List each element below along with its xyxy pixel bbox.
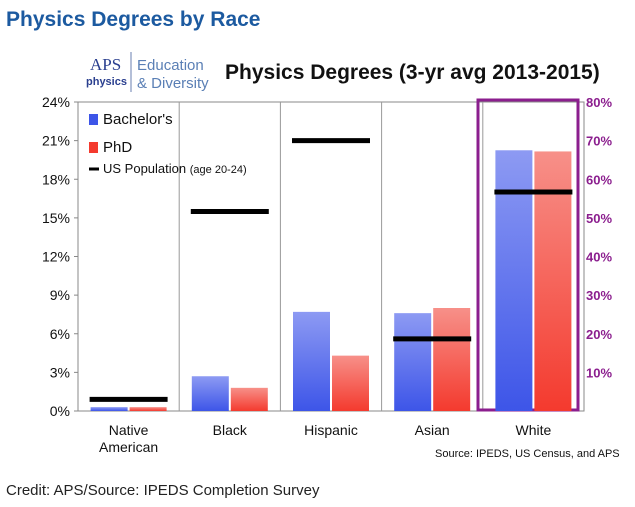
right-tick-label: 10% bbox=[586, 365, 612, 380]
legend-population-name: US Population bbox=[103, 161, 186, 176]
bar-bachelor-s-black bbox=[191, 376, 229, 411]
source-text: Source: IPEDS, US Census, and APS bbox=[435, 448, 620, 460]
bar-bachelor-s-asian bbox=[394, 313, 432, 411]
bar-phd-hispanic bbox=[332, 355, 369, 411]
logo-physics-text: physics bbox=[86, 76, 127, 88]
left-tick-label: 24% bbox=[42, 94, 70, 110]
right-axis-ticks: 10% 20% 30% 40% 50% 60% 70% 80% bbox=[586, 95, 612, 380]
legend-swatch-phd bbox=[89, 142, 98, 153]
logo-education-text: Education bbox=[137, 57, 204, 74]
left-axis-ticks: 0% 3% 6% 9% 12% 15% 18% 21% 24% bbox=[42, 94, 78, 419]
legend-population-suffix: (age 20-24) bbox=[190, 164, 247, 176]
chart: APS physics Education & Diversity Physic… bbox=[42, 52, 620, 460]
chart-title: Physics Degrees (3-yr avg 2013-2015) bbox=[225, 61, 600, 84]
right-tick-label: 80% bbox=[586, 95, 612, 110]
left-tick-label: 9% bbox=[50, 287, 70, 303]
left-tick-label: 0% bbox=[50, 403, 70, 419]
right-tick-label: 50% bbox=[586, 211, 612, 226]
left-tick-label: 6% bbox=[50, 326, 70, 342]
left-tick-label: 15% bbox=[42, 210, 70, 226]
population-lines bbox=[89, 138, 573, 402]
left-tick-label: 12% bbox=[42, 249, 70, 265]
x-tick-label-white: White bbox=[516, 422, 552, 438]
bar-phd-black bbox=[230, 387, 268, 411]
legend-label-population: US Population (age 20-24) bbox=[103, 161, 247, 176]
bar-phd-native-american bbox=[129, 407, 167, 411]
aps-logo: APS physics Education & Diversity bbox=[86, 52, 209, 92]
credit-line: Credit: APS/Source: IPEDS Completion Sur… bbox=[6, 482, 320, 499]
logo-aps-text: APS bbox=[90, 55, 121, 74]
right-tick-label: 20% bbox=[586, 327, 612, 342]
left-tick-label: 21% bbox=[42, 133, 70, 149]
bar-phd-asian bbox=[433, 308, 471, 411]
legend-label-phd: PhD bbox=[103, 139, 132, 156]
x-tick-label-black: Black bbox=[213, 422, 248, 438]
legend-label-bachelors: Bachelor's bbox=[103, 111, 173, 128]
bar-phd-white bbox=[534, 151, 572, 411]
bar-bachelor-s-hispanic bbox=[293, 311, 330, 411]
x-tick-label-native-american: American bbox=[99, 439, 158, 455]
legend-swatch-bachelors bbox=[89, 114, 98, 125]
x-tick-label-hispanic: Hispanic bbox=[304, 422, 358, 438]
logo-diversity-text: & Diversity bbox=[137, 75, 209, 92]
bar-bachelor-s-native-american bbox=[90, 407, 128, 411]
right-tick-label: 70% bbox=[586, 134, 612, 149]
category-dividers bbox=[178, 102, 484, 411]
right-tick-label: 60% bbox=[586, 172, 612, 187]
x-tick-label-asian: Asian bbox=[415, 422, 450, 438]
legend: Bachelor's PhD US Population (age 20-24) bbox=[89, 111, 247, 176]
bars bbox=[90, 150, 572, 411]
bar-bachelor-s-white bbox=[495, 150, 533, 411]
page-title: Physics Degrees by Race bbox=[6, 8, 261, 31]
right-tick-label: 30% bbox=[586, 288, 612, 303]
left-tick-label: 3% bbox=[50, 364, 70, 380]
left-tick-label: 18% bbox=[42, 171, 70, 187]
right-tick-label: 40% bbox=[586, 250, 612, 265]
x-tick-label-native-american: Native bbox=[109, 422, 149, 438]
